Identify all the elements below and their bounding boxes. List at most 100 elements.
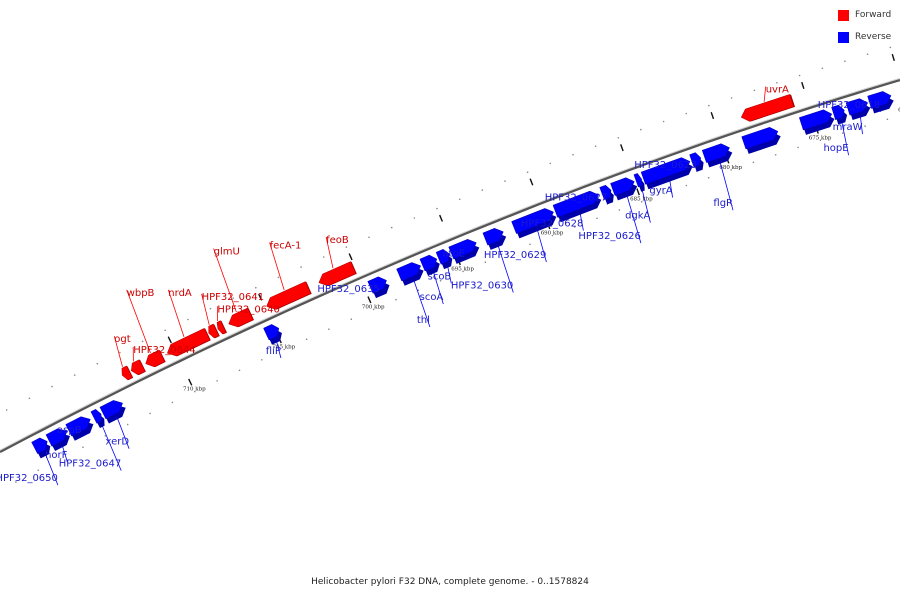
gene-label-mraw: mraW xyxy=(833,122,863,133)
minor-dot xyxy=(484,261,487,264)
gene-scob[interactable] xyxy=(435,249,450,265)
gene-thl[interactable] xyxy=(396,262,422,282)
backbone-shadow xyxy=(0,78,900,451)
gene-scoa[interactable] xyxy=(419,254,438,272)
minor-dot xyxy=(458,198,461,201)
gene-hope[interactable] xyxy=(831,104,845,121)
gene-label-hpf32-0628: HPF32_0628 xyxy=(521,219,583,230)
gene-hpf32-0640[interactable] xyxy=(216,320,227,335)
leader-hpf32-0629 xyxy=(536,226,547,263)
gene-hpf32-0630[interactable] xyxy=(482,228,504,246)
minor-dot xyxy=(774,154,777,156)
gene-label-hpf32-0640: HPF32_0640 xyxy=(217,304,279,315)
minor-dot xyxy=(96,362,99,365)
genome-backbone xyxy=(0,78,900,454)
legend-item-forward: Forward xyxy=(838,9,900,21)
gene-label-feca-1: fecA-1 xyxy=(270,241,302,252)
gene-hpf32-0650[interactable] xyxy=(31,437,48,455)
gene-gyra[interactable] xyxy=(640,157,691,185)
leader-hpf32-0647 xyxy=(100,422,122,471)
gene-hpf32-0635[interactable] xyxy=(367,276,387,294)
minor-dot xyxy=(504,180,506,182)
gene-dgka[interactable] xyxy=(633,173,643,188)
legend-label-forward: Forward xyxy=(855,10,892,20)
gene-xerd[interactable] xyxy=(99,400,123,420)
tick-mark xyxy=(367,296,372,304)
gene-label-thl: thl xyxy=(417,315,430,326)
minor-dot xyxy=(866,53,869,55)
minor-dot xyxy=(164,329,166,332)
minor-dot xyxy=(395,298,397,301)
minor-dot xyxy=(707,176,710,179)
tick-label: 680 kbp xyxy=(719,165,742,171)
gene-flip[interactable] xyxy=(263,324,280,341)
minor-dot xyxy=(752,161,755,164)
gene-feca-1[interactable] xyxy=(266,281,312,310)
tick-mark xyxy=(636,188,640,196)
gene-label-dgka: dgkA xyxy=(625,211,650,222)
gene-hpf32-0623[interactable] xyxy=(689,152,701,168)
gene-hpf32-0628[interactable] xyxy=(552,190,599,218)
minor-dot xyxy=(708,104,710,107)
gene-feob[interactable] xyxy=(318,261,357,287)
legend: Forward Reverse xyxy=(838,9,900,53)
gene-mraw[interactable] xyxy=(845,98,869,116)
minor-dot xyxy=(617,137,620,139)
minor-dot xyxy=(59,457,62,460)
gene-flgr[interactable] xyxy=(701,143,730,163)
gene-wbpb[interactable] xyxy=(145,349,166,368)
tick-mark-lower xyxy=(891,53,895,62)
minor-dot xyxy=(549,162,552,165)
gene-label-hpf32-0650: HPF32_0650 xyxy=(0,473,58,484)
tick-label: 690 kbp xyxy=(541,231,564,237)
gene-unnamed[interactable] xyxy=(741,127,779,150)
minor-dot xyxy=(841,132,844,134)
gene-label-hpf32-0644: HPF32_0644 xyxy=(133,345,195,356)
minor-dot xyxy=(573,226,576,228)
gene-atoe[interactable] xyxy=(448,239,477,260)
tick-label: 705 kbp xyxy=(272,345,295,351)
gene-hpf32-0644[interactable] xyxy=(131,359,146,376)
gene-hpf32-0627[interactable] xyxy=(599,184,612,200)
gene-aspb[interactable] xyxy=(65,416,91,437)
gene-ogt[interactable] xyxy=(121,365,133,381)
gene-glmu[interactable] xyxy=(228,307,254,328)
minor-dot xyxy=(685,184,688,187)
gene-hpf32-0618[interactable] xyxy=(867,91,892,109)
tick-label: 710 kbp xyxy=(183,387,206,393)
gene-unnamed[interactable] xyxy=(798,109,833,131)
gene-nrda[interactable] xyxy=(166,327,211,357)
gene-label-xerd: xerD xyxy=(106,437,130,448)
minor-dot xyxy=(322,256,325,258)
minor-dot xyxy=(390,226,393,229)
gene-hpf32-0647[interactable] xyxy=(90,409,102,424)
gene-features xyxy=(31,91,894,459)
minor-dot xyxy=(255,286,257,289)
gene-label-feob: feoB xyxy=(326,235,349,246)
leader-hope xyxy=(840,118,849,156)
minor-dot xyxy=(28,397,31,400)
minor-dot xyxy=(572,153,574,156)
legend-swatch-forward xyxy=(838,9,849,21)
leader-glmu xyxy=(213,248,237,313)
legend-label-reverse: Reverse xyxy=(855,32,892,42)
tick-mark-lower xyxy=(439,214,444,222)
gene-uvra[interactable] xyxy=(740,94,795,122)
minor-dot xyxy=(149,412,151,415)
leader-hpf32-0641 xyxy=(201,293,210,325)
gene-hpf32-0629[interactable] xyxy=(511,208,554,234)
gene-hpf32-0626[interactable] xyxy=(610,177,635,196)
gene-label-nrda: nrdA xyxy=(168,288,192,299)
minor-dot xyxy=(594,145,597,147)
gene-hpf32-0641[interactable] xyxy=(208,323,220,339)
leader-hpf32-0626 xyxy=(625,192,642,244)
gene-horf[interactable] xyxy=(45,428,68,447)
tick-mark-lower xyxy=(348,253,353,261)
tick-mark-lower xyxy=(620,144,624,152)
minor-dot xyxy=(889,46,892,49)
gene-label-hpf32-0626: HPF32_0626 xyxy=(578,231,640,242)
minor-dot xyxy=(171,401,174,404)
tick-label: 675 kbp xyxy=(809,135,832,141)
tick-mark-lower xyxy=(258,293,263,301)
